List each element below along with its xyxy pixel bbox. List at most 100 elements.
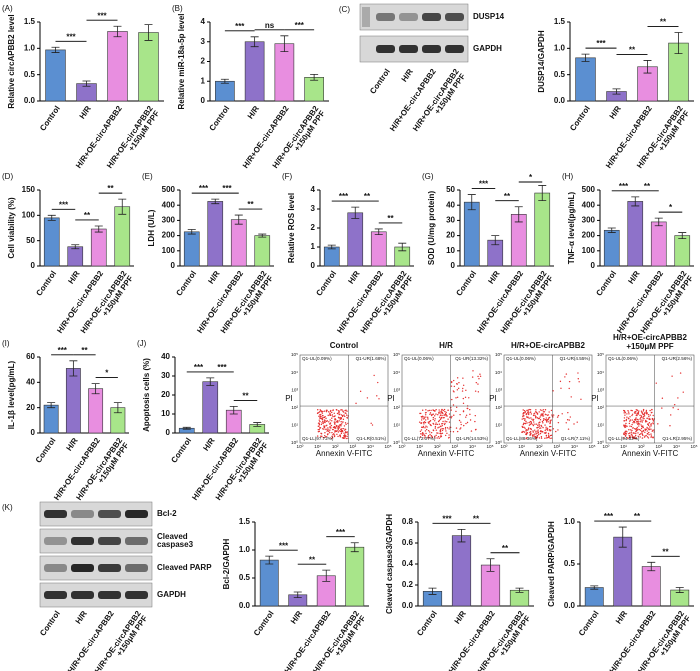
flow-dot xyxy=(521,431,523,433)
flow-dot xyxy=(634,436,636,438)
error-bar xyxy=(250,36,259,48)
protein-label: GAPDH xyxy=(157,590,186,599)
flow-dot xyxy=(625,418,628,421)
y-axis-label: Relative miR-18a-5p level xyxy=(177,13,186,109)
significance-label: *** xyxy=(59,200,69,209)
error-bar xyxy=(351,206,360,219)
x-tick-label: H/R xyxy=(626,269,641,286)
flow-dot xyxy=(465,416,467,418)
flow-dot xyxy=(424,430,427,432)
y-tick-label: 1 xyxy=(201,76,206,85)
significance-label: *** xyxy=(58,346,68,355)
x-tick-label: H/R xyxy=(64,436,79,453)
error-bar xyxy=(322,569,331,582)
flow-title-line: +150μM PPF xyxy=(626,342,673,351)
flow-dot xyxy=(542,419,545,422)
flow-dot xyxy=(477,383,479,385)
flow-dot xyxy=(649,414,651,416)
y-axis-label: Relative ROS level xyxy=(287,193,296,263)
flow-dot xyxy=(548,434,550,436)
y-tick-label: 40 xyxy=(161,352,170,361)
flow-dot xyxy=(546,429,549,431)
bar xyxy=(45,49,66,102)
error-bar xyxy=(467,194,476,211)
y-tick-label: 4 xyxy=(201,17,206,26)
blot-band xyxy=(71,564,94,572)
blot-band xyxy=(125,537,148,545)
flow-dot xyxy=(334,415,336,417)
flow-dot xyxy=(453,414,455,416)
flow-dot xyxy=(545,421,548,423)
flow-dot xyxy=(334,418,336,420)
blot-band xyxy=(125,591,148,599)
flow-dot xyxy=(631,414,633,417)
flow-dot xyxy=(538,422,540,424)
flow-dot xyxy=(420,429,423,431)
x-tick-label: Control xyxy=(208,104,232,132)
flow-dot xyxy=(526,432,528,434)
y-tick-label: 0.5 xyxy=(554,70,566,79)
flow-dot xyxy=(329,429,331,431)
x-tick-label: H/R xyxy=(74,609,89,626)
flow-dot xyxy=(533,412,536,415)
protein-label: Cleaved caspase3 xyxy=(157,532,194,549)
y-tick-label: 40 xyxy=(26,377,35,386)
flow-dot xyxy=(652,423,654,425)
flow-dot xyxy=(445,415,447,417)
blot-band xyxy=(445,45,464,53)
blot-band xyxy=(399,13,418,21)
flow-dot xyxy=(561,413,563,415)
flow-dot xyxy=(466,421,469,424)
significance-label: *** xyxy=(295,21,305,30)
flow-dot xyxy=(627,410,629,412)
flow-dot xyxy=(324,420,326,423)
error-bar xyxy=(113,402,122,414)
flow-dot xyxy=(552,414,555,416)
flow-plot xyxy=(401,354,491,444)
flow-y-tick: 10⁴ xyxy=(495,370,502,375)
flow-dot xyxy=(335,430,338,433)
panel-label: (H) xyxy=(562,172,573,181)
flow-dot xyxy=(636,409,639,411)
flow-dot xyxy=(331,435,333,438)
error-bar xyxy=(327,244,336,250)
flow-dot xyxy=(537,424,539,427)
flow-dot xyxy=(643,417,645,420)
flow-dot xyxy=(328,430,330,433)
flow-dot xyxy=(642,419,644,421)
flow-dot xyxy=(341,430,344,433)
flow-dot xyxy=(547,421,549,423)
significance-label: ** xyxy=(662,547,669,556)
flow-dot xyxy=(444,422,446,425)
flow-dot xyxy=(430,409,432,412)
flow-dot xyxy=(320,423,323,426)
significance-label: *** xyxy=(604,512,614,521)
flow-dot xyxy=(645,428,647,431)
flow-title-line: Control xyxy=(330,341,358,350)
flow-dot xyxy=(329,414,331,416)
flow-dot xyxy=(465,414,468,416)
flow-x-tick: 10² xyxy=(638,444,645,449)
flow-dot xyxy=(631,419,634,421)
y-tick-label: 300 xyxy=(582,216,596,225)
flow-dot xyxy=(646,430,648,432)
flow-dot xyxy=(340,423,342,426)
flow-dot xyxy=(447,418,449,420)
flow-dot xyxy=(458,419,461,422)
error-bar xyxy=(211,198,220,205)
flow-dot xyxy=(474,414,476,417)
flow-dot xyxy=(428,422,430,425)
blot-band xyxy=(98,591,121,599)
flow-dot xyxy=(535,409,537,411)
flow-dot xyxy=(440,435,442,437)
flow-dot xyxy=(338,424,341,426)
flow-dot xyxy=(532,418,535,421)
flow-dot xyxy=(556,416,559,418)
flow-dot xyxy=(550,409,553,412)
y-tick-label: 0 xyxy=(591,261,596,270)
flow-dot xyxy=(440,425,442,428)
flow-dot xyxy=(526,437,528,439)
flow-x-tick: 10¹ xyxy=(314,444,321,449)
flow-dot xyxy=(432,413,435,415)
flow-dot xyxy=(336,412,339,415)
